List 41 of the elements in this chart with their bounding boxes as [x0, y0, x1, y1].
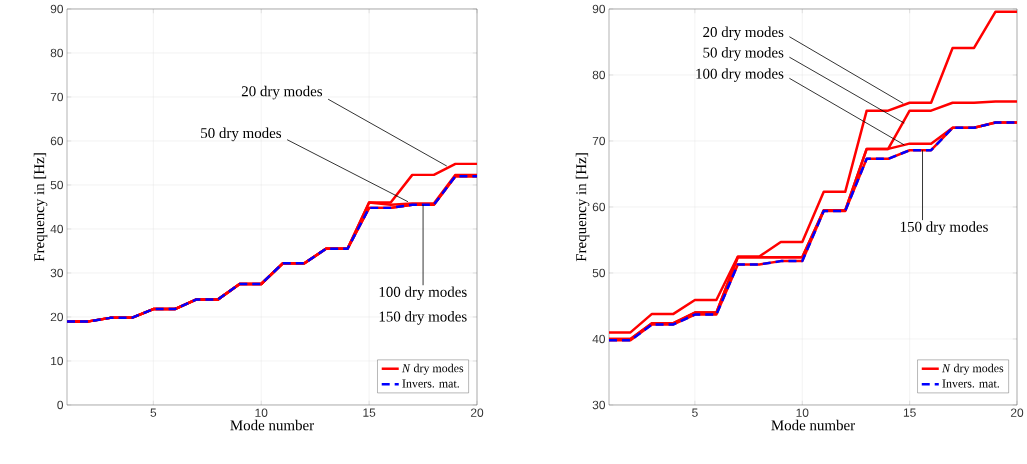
legend-label: Invers. mat.: [402, 379, 459, 388]
annotation: 150 dry modes: [900, 221, 988, 235]
annotation: 20 dry modes: [703, 26, 784, 41]
y-tick-label: 70: [50, 92, 64, 102]
y-tick-label: 60: [50, 136, 64, 146]
legend-label: Invers. mat.: [942, 379, 999, 388]
y-tick-label: 90: [592, 4, 606, 14]
annotation: 50 dry modes: [703, 47, 784, 61]
y-tick-label: 20: [50, 312, 64, 322]
x-tick-label: 15: [363, 408, 376, 417]
y-axis-title: Frequency in [Hz]: [575, 153, 590, 262]
y-tick-label: 60: [592, 202, 606, 212]
x-tick-label: 5: [692, 408, 698, 417]
x-tick-label: 5: [150, 408, 157, 417]
x-tick-label: 20: [1010, 408, 1024, 417]
y-tick-label: 40: [592, 334, 606, 344]
y-tick-label: 70: [592, 136, 606, 146]
y-tick-label: 90: [50, 4, 64, 14]
y-tick-label: 50: [592, 268, 606, 278]
y-tick-label: 10: [51, 356, 64, 366]
y-tick-label: 80: [50, 48, 64, 58]
x-tick-label: 15: [903, 408, 916, 417]
y-tick-label: 40: [50, 224, 64, 234]
legend-label: N dry modes: [941, 363, 1004, 375]
y-tick-label: 80: [592, 70, 606, 80]
x-tick-label: 20: [470, 408, 484, 417]
x-tick-label: 10: [796, 408, 809, 417]
y-tick-label: 30: [592, 400, 606, 410]
y-axis-title: Frequency in [Hz]: [33, 153, 48, 262]
annotation: 100 dry modes: [379, 286, 467, 301]
y-tick-label: 30: [50, 268, 64, 278]
annotation: 50 dry modes: [201, 127, 282, 142]
x-tick-label: 10: [255, 408, 268, 417]
annotation: 20 dry modes: [241, 85, 323, 100]
x-axis-title: Mode number: [771, 419, 856, 431]
annotation: 100 dry modes: [696, 68, 784, 82]
legend-label: N dry modes: [401, 363, 464, 375]
y-tick-label: 50: [50, 180, 64, 190]
annotation: 150 dry modes: [379, 311, 467, 325]
y-tick-label: 0: [57, 400, 64, 410]
x-axis-title: Mode number: [230, 419, 315, 431]
